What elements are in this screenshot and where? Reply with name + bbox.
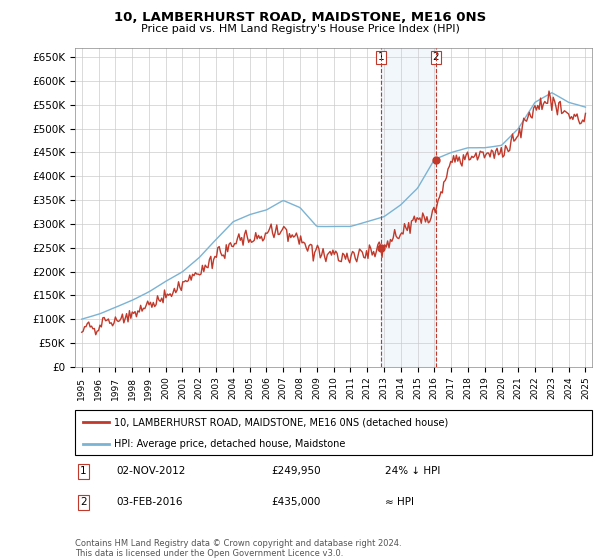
Text: ≈ HPI: ≈ HPI — [385, 497, 415, 507]
Text: 02-NOV-2012: 02-NOV-2012 — [116, 466, 186, 477]
Bar — [381, 48, 436, 367]
Text: 10, LAMBERHURST ROAD, MAIDSTONE, ME16 0NS (detached house): 10, LAMBERHURST ROAD, MAIDSTONE, ME16 0N… — [114, 417, 448, 427]
Text: £435,000: £435,000 — [272, 497, 321, 507]
Text: 1: 1 — [378, 53, 385, 62]
Text: 24% ↓ HPI: 24% ↓ HPI — [385, 466, 440, 477]
Text: 2: 2 — [80, 497, 87, 507]
Text: 2: 2 — [433, 53, 439, 62]
Text: 03-FEB-2016: 03-FEB-2016 — [116, 497, 183, 507]
Text: £249,950: £249,950 — [272, 466, 321, 477]
Text: Price paid vs. HM Land Registry's House Price Index (HPI): Price paid vs. HM Land Registry's House … — [140, 24, 460, 34]
Text: Contains HM Land Registry data © Crown copyright and database right 2024.
This d: Contains HM Land Registry data © Crown c… — [75, 539, 401, 558]
Text: 10, LAMBERHURST ROAD, MAIDSTONE, ME16 0NS: 10, LAMBERHURST ROAD, MAIDSTONE, ME16 0N… — [114, 11, 486, 24]
Text: HPI: Average price, detached house, Maidstone: HPI: Average price, detached house, Maid… — [114, 438, 345, 449]
Text: 1: 1 — [80, 466, 87, 477]
